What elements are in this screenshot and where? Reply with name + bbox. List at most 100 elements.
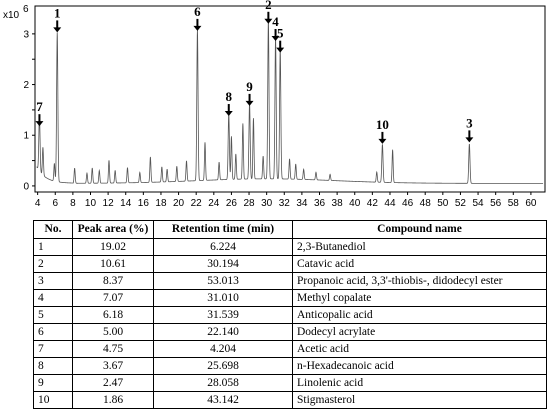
- x-tick-label: 30: [261, 198, 273, 209]
- x-tick-label: 20: [173, 198, 185, 209]
- cell-no: 3: [33, 272, 73, 290]
- plot-frame: [34, 5, 546, 193]
- x-tick-label: 48: [420, 198, 432, 209]
- y-multiplier-exponent: 6: [23, 4, 29, 15]
- cell-peak-area: 6.18: [72, 306, 154, 324]
- table-row: 1 19.02 6.224 2,3-Butanediol: [33, 238, 547, 256]
- peak-arrowhead-1: [53, 27, 62, 33]
- peak-arrowhead-3: [465, 137, 474, 143]
- x-tick-label: 60: [525, 198, 537, 209]
- cell-compound-name: Propanoic acid, 3,3'-thiobis-, didodecyl…: [292, 272, 547, 290]
- x-tick-label: 34: [296, 198, 308, 209]
- peak-arrowhead-10: [378, 138, 387, 144]
- y-tick-label: 1: [23, 131, 29, 142]
- cell-compound-name: Linolenic acid: [292, 374, 547, 392]
- peak-arrowhead-6: [193, 25, 202, 31]
- x-tick-label: 4: [35, 198, 41, 209]
- cell-retention-time: 28.058: [153, 374, 293, 392]
- cell-no: 5: [33, 306, 73, 324]
- peak-label-10: 10: [376, 117, 389, 132]
- x-tick-label: 26: [226, 198, 238, 209]
- peak-label-4: 4: [272, 14, 279, 29]
- cell-no: 9: [33, 374, 73, 392]
- cell-peak-area: 1.86: [72, 391, 154, 409]
- peak-arrowhead-4: [271, 36, 280, 42]
- cell-compound-name: Methyl copalate: [292, 289, 547, 307]
- y-multiplier-label: x10: [3, 10, 20, 21]
- chromatogram-chart: x10 6 0 1 2 3 4 6 8 10 12 14 16 18 20 22 24 26 28 30 32 34 36 3…: [3, 0, 546, 209]
- peak-label-1: 1: [54, 5, 61, 20]
- cell-peak-area: 10.61: [72, 255, 154, 273]
- table-row: 10 1.86 43.142 Stigmasterol: [33, 391, 547, 409]
- compound-table: No. Peak area (%) Retention time (min) C…: [33, 220, 547, 409]
- cell-compound-name: Anticopalic acid: [292, 306, 547, 324]
- y-tick-label: 2: [23, 80, 29, 91]
- x-tick-label: 54: [472, 198, 484, 209]
- x-tick-label: 44: [384, 198, 396, 209]
- x-tick-label: 36: [314, 198, 326, 209]
- cell-peak-area: 4.75: [72, 340, 154, 358]
- x-tick-label: 10: [85, 198, 97, 209]
- compound-table-container: No. Peak area (%) Retention time (min) C…: [33, 220, 547, 409]
- y-tick-label: 0: [23, 181, 29, 192]
- cell-no: 2: [33, 255, 73, 273]
- x-tick-label: 18: [155, 198, 167, 209]
- peak-arrowhead-7: [35, 121, 44, 127]
- table-row: 7 4.75 4.204 Acetic acid: [33, 340, 547, 358]
- peak-arrowhead-2: [264, 18, 273, 24]
- cell-retention-time: 4.204: [153, 340, 293, 358]
- peak-arrowhead-8: [224, 111, 233, 117]
- cell-retention-time: 31.539: [153, 306, 293, 324]
- peak-label-6: 6: [194, 4, 201, 19]
- cell-no: 8: [33, 357, 73, 375]
- x-tick-label: 22: [191, 198, 203, 209]
- peak-label-7: 7: [36, 99, 43, 114]
- cell-compound-name: n-Hexadecanoic acid: [292, 357, 547, 375]
- cell-compound-name: 2,3-Butanediol: [292, 238, 547, 256]
- peak-label-2: 2: [265, 0, 272, 12]
- peak-label-9: 9: [246, 79, 253, 94]
- table-row: 9 2.47 28.058 Linolenic acid: [33, 374, 547, 392]
- table-row: 4 7.07 31.010 Methyl copalate: [33, 289, 547, 307]
- cell-peak-area: 3.67: [72, 357, 154, 375]
- cell-retention-time: 22.140: [153, 323, 293, 341]
- x-tick-label: 14: [120, 198, 132, 209]
- cell-peak-area: 7.07: [72, 289, 154, 307]
- x-tick-label: 8: [70, 198, 76, 209]
- peak-arrowhead-5: [276, 47, 285, 53]
- x-tick-label: 6: [52, 198, 58, 209]
- cell-retention-time: 6.224: [153, 238, 293, 256]
- x-tick-label: 42: [367, 198, 379, 209]
- x-tick-label: 16: [138, 198, 150, 209]
- cell-compound-name: Dodecyl acrylate: [292, 323, 547, 341]
- cell-retention-time: 30.194: [153, 255, 293, 273]
- cell-peak-area: 8.37: [72, 272, 154, 290]
- cell-peak-area: 19.02: [72, 238, 154, 256]
- x-tick-label: 46: [402, 198, 414, 209]
- x-tick-label: 38: [332, 198, 344, 209]
- header-no: No.: [33, 220, 73, 239]
- cell-retention-time: 43.142: [153, 391, 293, 409]
- cell-compound-name: Catavic acid: [292, 255, 547, 273]
- x-tick-label: 58: [508, 198, 520, 209]
- header-compound-name: Compound name: [292, 220, 547, 239]
- cell-no: 10: [33, 391, 73, 409]
- cell-retention-time: 53.013: [153, 272, 293, 290]
- x-tick-label: 52: [455, 198, 467, 209]
- cell-compound-name: Acetic acid: [292, 340, 547, 358]
- cell-retention-time: 31.010: [153, 289, 293, 307]
- y-tick-label: 3: [23, 29, 29, 40]
- x-tick-label: 12: [103, 198, 115, 209]
- x-tick-label: 24: [208, 198, 220, 209]
- chromatogram-trace: [36, 21, 544, 184]
- peak-label-5: 5: [277, 26, 284, 41]
- table-row: 5 6.18 31.539 Anticopalic acid: [33, 306, 547, 324]
- table-header-row: No. Peak area (%) Retention time (min) C…: [33, 220, 547, 239]
- table-row: 3 8.37 53.013 Propanoic acid, 3,3'-thiob…: [33, 272, 547, 290]
- cell-peak-area: 5.00: [72, 323, 154, 341]
- cell-peak-area: 2.47: [72, 374, 154, 392]
- table-row: 2 10.61 30.194 Catavic acid: [33, 255, 547, 273]
- x-tick-label: 32: [279, 198, 291, 209]
- cell-no: 4: [33, 289, 73, 307]
